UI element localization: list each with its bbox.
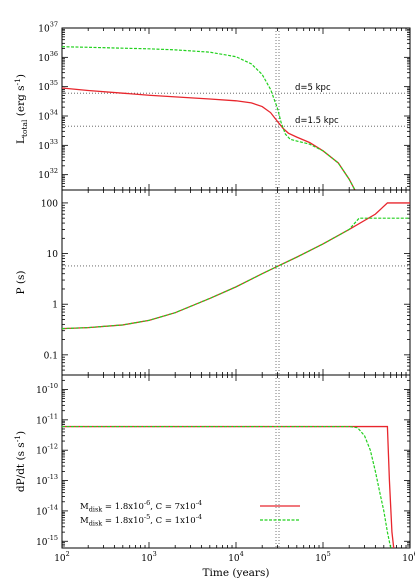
luminosity-y-tick-label: 1036	[38, 50, 58, 64]
period_derivative-y-axis-label: dP/dt (s s-1)	[13, 431, 27, 492]
x-axis-label: Time (years)	[203, 567, 270, 579]
period_derivative-y-tick-label: 10-15	[36, 534, 58, 548]
luminosity-y-tick-label: 1035	[38, 79, 58, 93]
luminosity-y-tick-label: 1033	[38, 138, 58, 152]
legend-entry-2: Mdisk = 1.8x10-5, C = 1x10-4	[80, 513, 202, 528]
period-y-tick-label: 0.1	[44, 351, 58, 361]
luminosity-hline-label: d=5 kpc	[295, 83, 331, 93]
period_derivative-y-tick-label: 10-10	[36, 382, 58, 396]
period-y-tick-label: 1	[52, 301, 58, 311]
luminosity-y-tick-label: 1032	[38, 167, 58, 181]
period_derivative-y-tick-label: 10-11	[36, 412, 58, 426]
period_derivative-y-tick-label: 10-12	[36, 443, 58, 457]
luminosity-y-tick-label: 1034	[38, 108, 58, 122]
period-y-tick-label: 10	[47, 250, 59, 260]
period_derivative-y-tick-label: 10-14	[36, 503, 58, 517]
luminosity-y-tick-label: 1037	[38, 21, 58, 35]
period-y-tick-label: 100	[41, 199, 58, 209]
period-frame	[61, 189, 411, 376]
luminosity-series-1-line	[62, 87, 356, 190]
x-tick-label: 103	[141, 550, 157, 564]
period_derivative-y-tick-label: 10-13	[36, 473, 58, 487]
period-series-2-line	[62, 217, 410, 330]
luminosity-y-axis-label: Ltotal (erg s-1)	[13, 74, 29, 144]
x-tick-label: 106	[402, 550, 415, 564]
period_derivative-series-2-line	[62, 425, 392, 548]
x-tick-label: 105	[315, 550, 331, 564]
period_derivative-series-1-line	[62, 425, 395, 548]
luminosity-hline-label: d=1.5 kpc	[295, 116, 339, 126]
luminosity-series-2-line	[62, 46, 356, 190]
x-tick-label: 104	[228, 550, 244, 564]
period-y-axis-label: P (s)	[15, 271, 27, 295]
x-tick-label: 102	[54, 550, 70, 564]
legend-entry-1: Mdisk = 1.8x10-6, C = 7x10-4	[80, 499, 202, 514]
luminosity-frame	[61, 27, 411, 191]
